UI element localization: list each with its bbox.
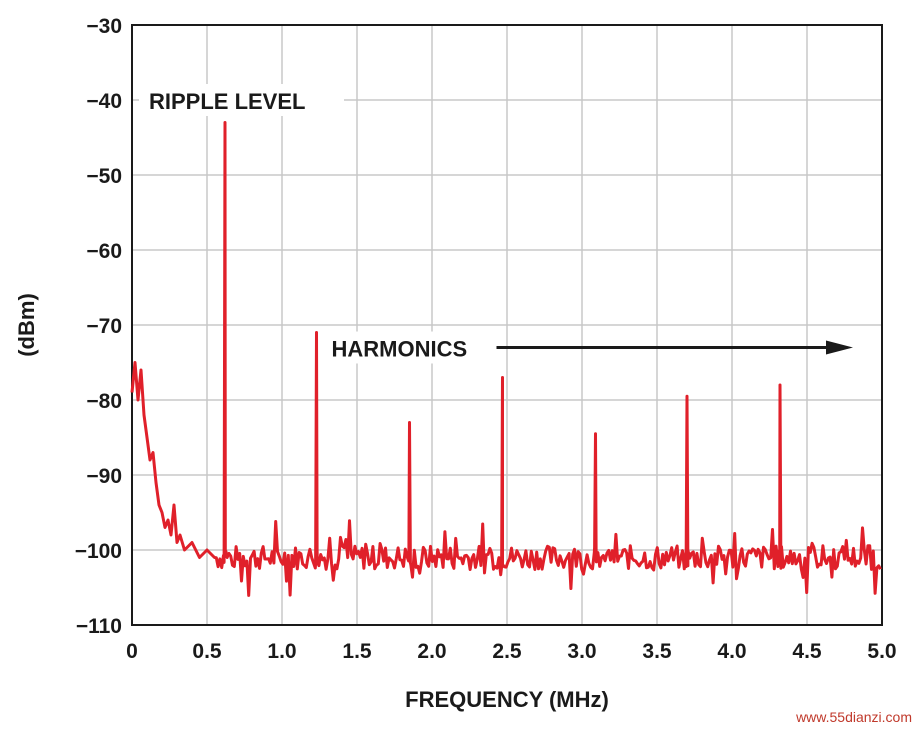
x-tick-label: 3.0 [567,640,596,663]
y-tick-label: −40 [86,90,122,113]
y-axis-title: (dBm) [14,293,39,357]
y-tick-label: −70 [86,315,122,338]
watermark: www.55dianzi.com [795,709,912,725]
plot-border [131,24,883,626]
x-tick-label: 4.5 [792,640,822,663]
spectrum-trace [130,121,882,597]
y-tick-label: −90 [86,465,122,488]
y-tick-label: −60 [86,240,122,263]
y-tick-label: −30 [86,15,122,38]
x-tick-label: 0 [126,640,138,663]
x-tick-label: 1.0 [267,640,296,663]
y-tick-label: −110 [76,615,122,638]
x-tick-label: 2.5 [492,640,522,663]
harmonics-label-bg [323,331,496,364]
spectrum-line [130,121,882,597]
harmonics-arrow-head-icon [826,340,853,355]
x-tick-label: 4.0 [717,640,746,663]
x-tick-label: 0.5 [192,640,222,663]
y-tick-label: −50 [86,165,122,188]
ripple-level-label-bg [139,84,344,116]
y-tick-label: −80 [86,390,122,413]
x-tick-label: 3.5 [642,640,672,663]
tick-labels: 0 0.5 1.0 1.5 2.0 2.5 3.0 3.5 4.0 4.5 5.0 −30 −40 −50… [75,15,897,663]
harmonics-label: HARMONICS [332,337,468,362]
x-tick-label: 1.5 [342,640,372,663]
annotations: RIPPLE LEVEL HARMONICS [139,84,853,364]
y-tick-label: −100 [75,540,122,563]
ripple-level-label: RIPPLE LEVEL [149,89,305,114]
x-tick-label: 2.0 [417,640,446,663]
plot-frame [131,24,883,626]
x-axis-title: FREQUENCY (MHz) [405,687,609,712]
x-tick-label: 5.0 [867,640,896,663]
